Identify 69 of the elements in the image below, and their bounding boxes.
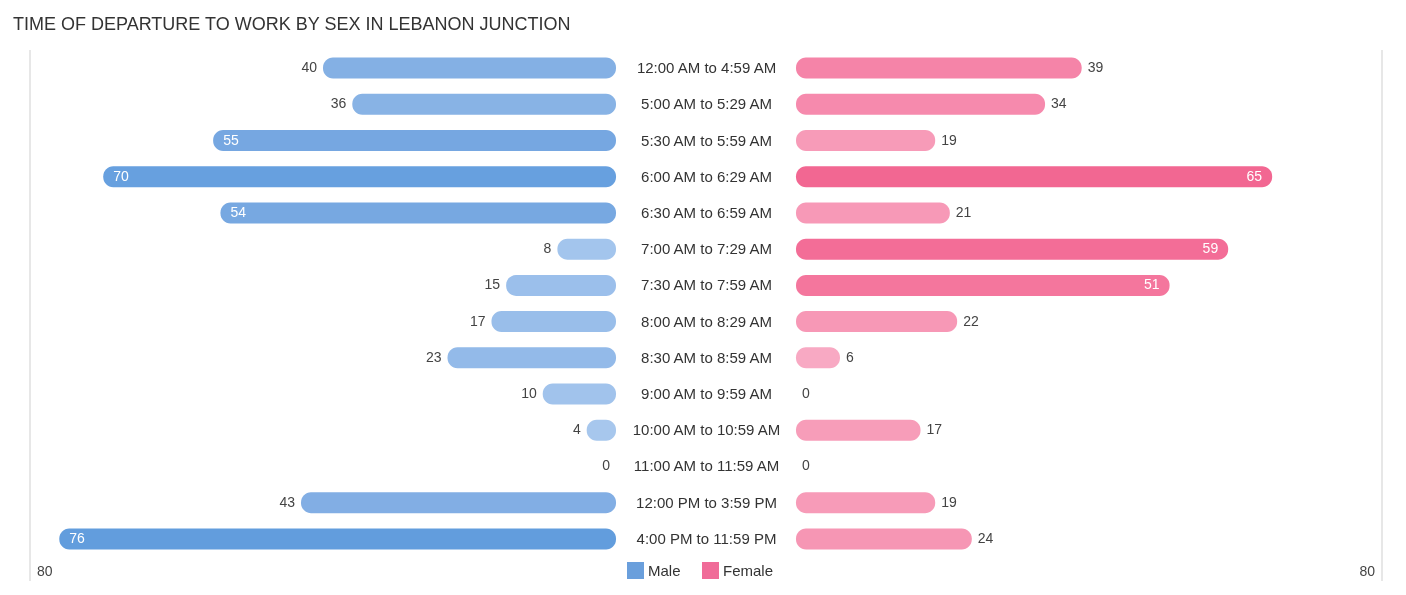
legend-label: Female: [723, 561, 774, 579]
y-tick-label: 4:00 PM to 11:59 PM: [636, 529, 777, 547]
bar: [796, 419, 921, 441]
data-label: 40: [301, 59, 318, 76]
bar: [542, 383, 616, 405]
data-label: 17: [926, 421, 943, 438]
data-label: 8: [543, 240, 552, 257]
data-label: 76: [69, 529, 86, 546]
bar: [796, 166, 1273, 188]
y-tick-label: 7:00 AM to 7:29 AM: [641, 240, 772, 258]
data-label: 34: [1051, 95, 1067, 112]
y-tick-label: 10:00 AM to 10:59 AM: [632, 421, 781, 439]
bar: [447, 347, 616, 369]
y-tick-label: 5:30 AM to 5:59 AM: [641, 131, 772, 149]
data-label: 15: [484, 276, 501, 293]
bar: [796, 202, 950, 224]
bar: [796, 57, 1082, 79]
data-label: 24: [977, 529, 994, 546]
bar: [796, 274, 1170, 296]
data-label: 6: [845, 348, 854, 365]
data-label: 36: [330, 95, 347, 112]
data-label: 19: [941, 493, 957, 510]
bar: [59, 528, 616, 550]
data-label: 43: [279, 493, 296, 510]
bar: [103, 166, 616, 188]
bar: [796, 238, 1229, 260]
chart-title: TIME OF DEPARTURE TO WORK BY SEX IN LEBANON JUNCTION: [13, 13, 571, 34]
data-label: 23: [425, 348, 442, 365]
y-tick-label: 9:00 AM to 9:59 AM: [641, 385, 772, 403]
y-tick-label: 6:30 AM to 6:59 AM: [641, 203, 772, 221]
data-label: 0: [802, 385, 810, 402]
bar: [301, 492, 616, 514]
bar: [796, 311, 958, 333]
annotation: 80: [37, 563, 53, 579]
bar: [506, 274, 616, 296]
data-label: 0: [802, 457, 810, 474]
data-label: 21: [955, 203, 972, 220]
data-label: 65: [1246, 167, 1263, 184]
data-label: 0: [602, 457, 611, 474]
data-label: 10: [521, 385, 537, 402]
y-tick-label: 5:00 AM to 5:29 AM: [641, 95, 772, 113]
bar: [352, 93, 616, 115]
bar: [323, 57, 616, 79]
y-tick-label: 8:00 AM to 8:29 AM: [641, 312, 772, 330]
y-tick-label: 7:30 AM to 7:59 AM: [641, 276, 772, 294]
bar: [220, 202, 616, 224]
bar: [796, 130, 936, 152]
data-label: 17: [469, 312, 486, 329]
bar: [796, 528, 972, 550]
data-label: 54: [230, 203, 247, 220]
data-label: 59: [1202, 240, 1219, 257]
bar: [796, 492, 936, 514]
bar: [796, 93, 1046, 115]
y-tick-label: 11:00 AM to 11:59 AM: [633, 457, 780, 475]
bar: [491, 311, 616, 333]
data-label: 51: [1144, 276, 1160, 293]
data-label: 70: [113, 167, 130, 184]
data-label: 19: [941, 131, 957, 148]
y-tick-label: 8:30 AM to 8:59 AM: [641, 348, 772, 366]
y-tick-label: 6:00 AM to 6:29 AM: [641, 167, 772, 185]
y-tick-label: 12:00 PM to 3:59 PM: [636, 493, 777, 511]
data-label: 4: [572, 421, 581, 438]
bar: [213, 130, 616, 152]
data-label: 22: [963, 312, 979, 329]
data-label: 39: [1087, 59, 1104, 76]
annotation: 80: [1359, 563, 1376, 579]
data-label: 55: [223, 131, 239, 148]
legend-label: Male: [648, 561, 681, 579]
y-tick-label: 12:00 AM to 4:59 AM: [636, 59, 777, 77]
